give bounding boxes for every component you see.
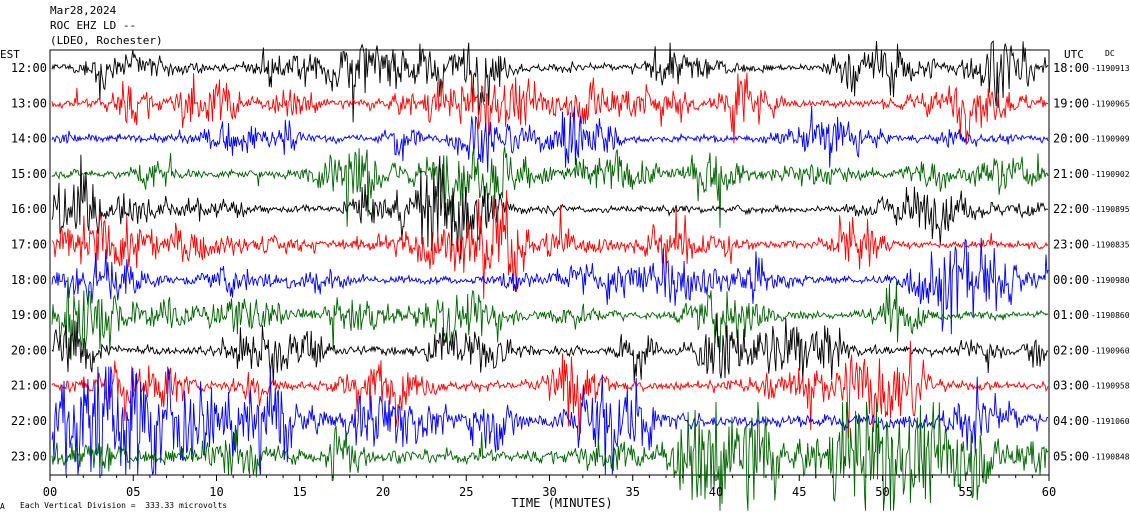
date-label: Mar28,2024 bbox=[50, 4, 117, 17]
dc-value: -1190980 bbox=[1091, 276, 1130, 285]
trace-group bbox=[51, 40, 1049, 511]
est-label: 16:00 bbox=[11, 202, 47, 216]
trace-2200 bbox=[51, 366, 1048, 476]
utc-label: 20:00 bbox=[1053, 132, 1089, 146]
footer-mark: A bbox=[0, 502, 5, 511]
x-tick-label: 30 bbox=[542, 485, 556, 499]
utc-label: 23:00 bbox=[1053, 238, 1089, 252]
trace-1600 bbox=[51, 154, 1049, 260]
utc-label: 22:00 bbox=[1053, 202, 1089, 216]
utc-label: 21:00 bbox=[1053, 167, 1089, 181]
trace-1200 bbox=[51, 40, 1049, 123]
est-label: 19:00 bbox=[11, 308, 47, 322]
dc-label: DC bbox=[1105, 49, 1115, 58]
utc-label: 02:00 bbox=[1053, 343, 1089, 357]
station-label: ROC EHZ LD -- bbox=[50, 19, 137, 32]
trace-2100 bbox=[51, 340, 1049, 441]
est-label: 14:00 bbox=[11, 132, 47, 146]
dc-value: -1190909 bbox=[1091, 135, 1130, 144]
trace-1900 bbox=[51, 277, 1049, 361]
utc-label: 04:00 bbox=[1053, 414, 1089, 428]
utc-label: 03:00 bbox=[1053, 379, 1089, 393]
x-tick-label: 05 bbox=[126, 485, 140, 499]
x-tick-label: 20 bbox=[376, 485, 390, 499]
x-tick-label: 35 bbox=[626, 485, 640, 499]
utc-axis-title: UTC bbox=[1064, 48, 1084, 61]
dc-value: -1190848 bbox=[1091, 452, 1130, 461]
est-label: 18:00 bbox=[11, 273, 47, 287]
x-tick-label: 45 bbox=[792, 485, 806, 499]
utc-label: 00:00 bbox=[1053, 273, 1089, 287]
dc-value: -1190958 bbox=[1091, 382, 1130, 391]
est-label: 13:00 bbox=[11, 96, 47, 110]
x-tick-label: 10 bbox=[209, 485, 223, 499]
x-tick-label: 25 bbox=[459, 485, 473, 499]
x-tick-label: 15 bbox=[293, 485, 307, 499]
dc-value: -1190960 bbox=[1091, 346, 1130, 355]
scale-note: Each Vertical Division = 333.33 microvol… bbox=[20, 501, 228, 510]
utc-label: 19:00 bbox=[1053, 96, 1089, 110]
trace-1800 bbox=[51, 237, 1049, 335]
dc-value: -1190965 bbox=[1091, 99, 1130, 108]
x-tick-label: 50 bbox=[875, 485, 889, 499]
x-tick-label: 60 bbox=[1042, 485, 1056, 499]
utc-label: 05:00 bbox=[1053, 449, 1089, 463]
est-label: 20:00 bbox=[11, 343, 47, 357]
dc-value: -1191060 bbox=[1091, 417, 1130, 426]
utc-label: 18:00 bbox=[1053, 61, 1089, 75]
est-axis-title: EST bbox=[0, 48, 20, 61]
x-tick-label: 00 bbox=[43, 485, 57, 499]
trace-1300 bbox=[51, 72, 1049, 145]
dc-value: -1190860 bbox=[1091, 311, 1130, 320]
trace-1500 bbox=[51, 146, 1049, 228]
est-label: 15:00 bbox=[11, 167, 47, 181]
est-label: 22:00 bbox=[11, 414, 47, 428]
x-tick-label: 40 bbox=[709, 485, 723, 499]
x-tick-label: 55 bbox=[959, 485, 973, 499]
dc-value: -1190835 bbox=[1091, 241, 1130, 250]
trace-2300 bbox=[51, 401, 1049, 511]
dc-value: -1190902 bbox=[1091, 170, 1130, 179]
utc-label: 01:00 bbox=[1053, 308, 1089, 322]
trace-1400 bbox=[51, 105, 1049, 173]
trace-2000 bbox=[51, 312, 1049, 386]
est-label: 17:00 bbox=[11, 238, 47, 252]
est-label: 21:00 bbox=[11, 379, 47, 393]
dc-value: -1190913 bbox=[1091, 64, 1130, 73]
x-axis-label: TIME (MINUTES) bbox=[511, 496, 612, 510]
dc-value: -1190895 bbox=[1091, 205, 1130, 214]
x-axis: 00 05 10 15 20 25 30 35 40 45 50 55 60 TIME (MINUTES) bbox=[43, 475, 1056, 510]
network-label: (LDEO, Rochester) bbox=[50, 34, 163, 47]
est-label: 23:00 bbox=[11, 449, 47, 463]
trace-1700 bbox=[51, 190, 1049, 299]
est-label: 12:00 bbox=[11, 61, 47, 75]
